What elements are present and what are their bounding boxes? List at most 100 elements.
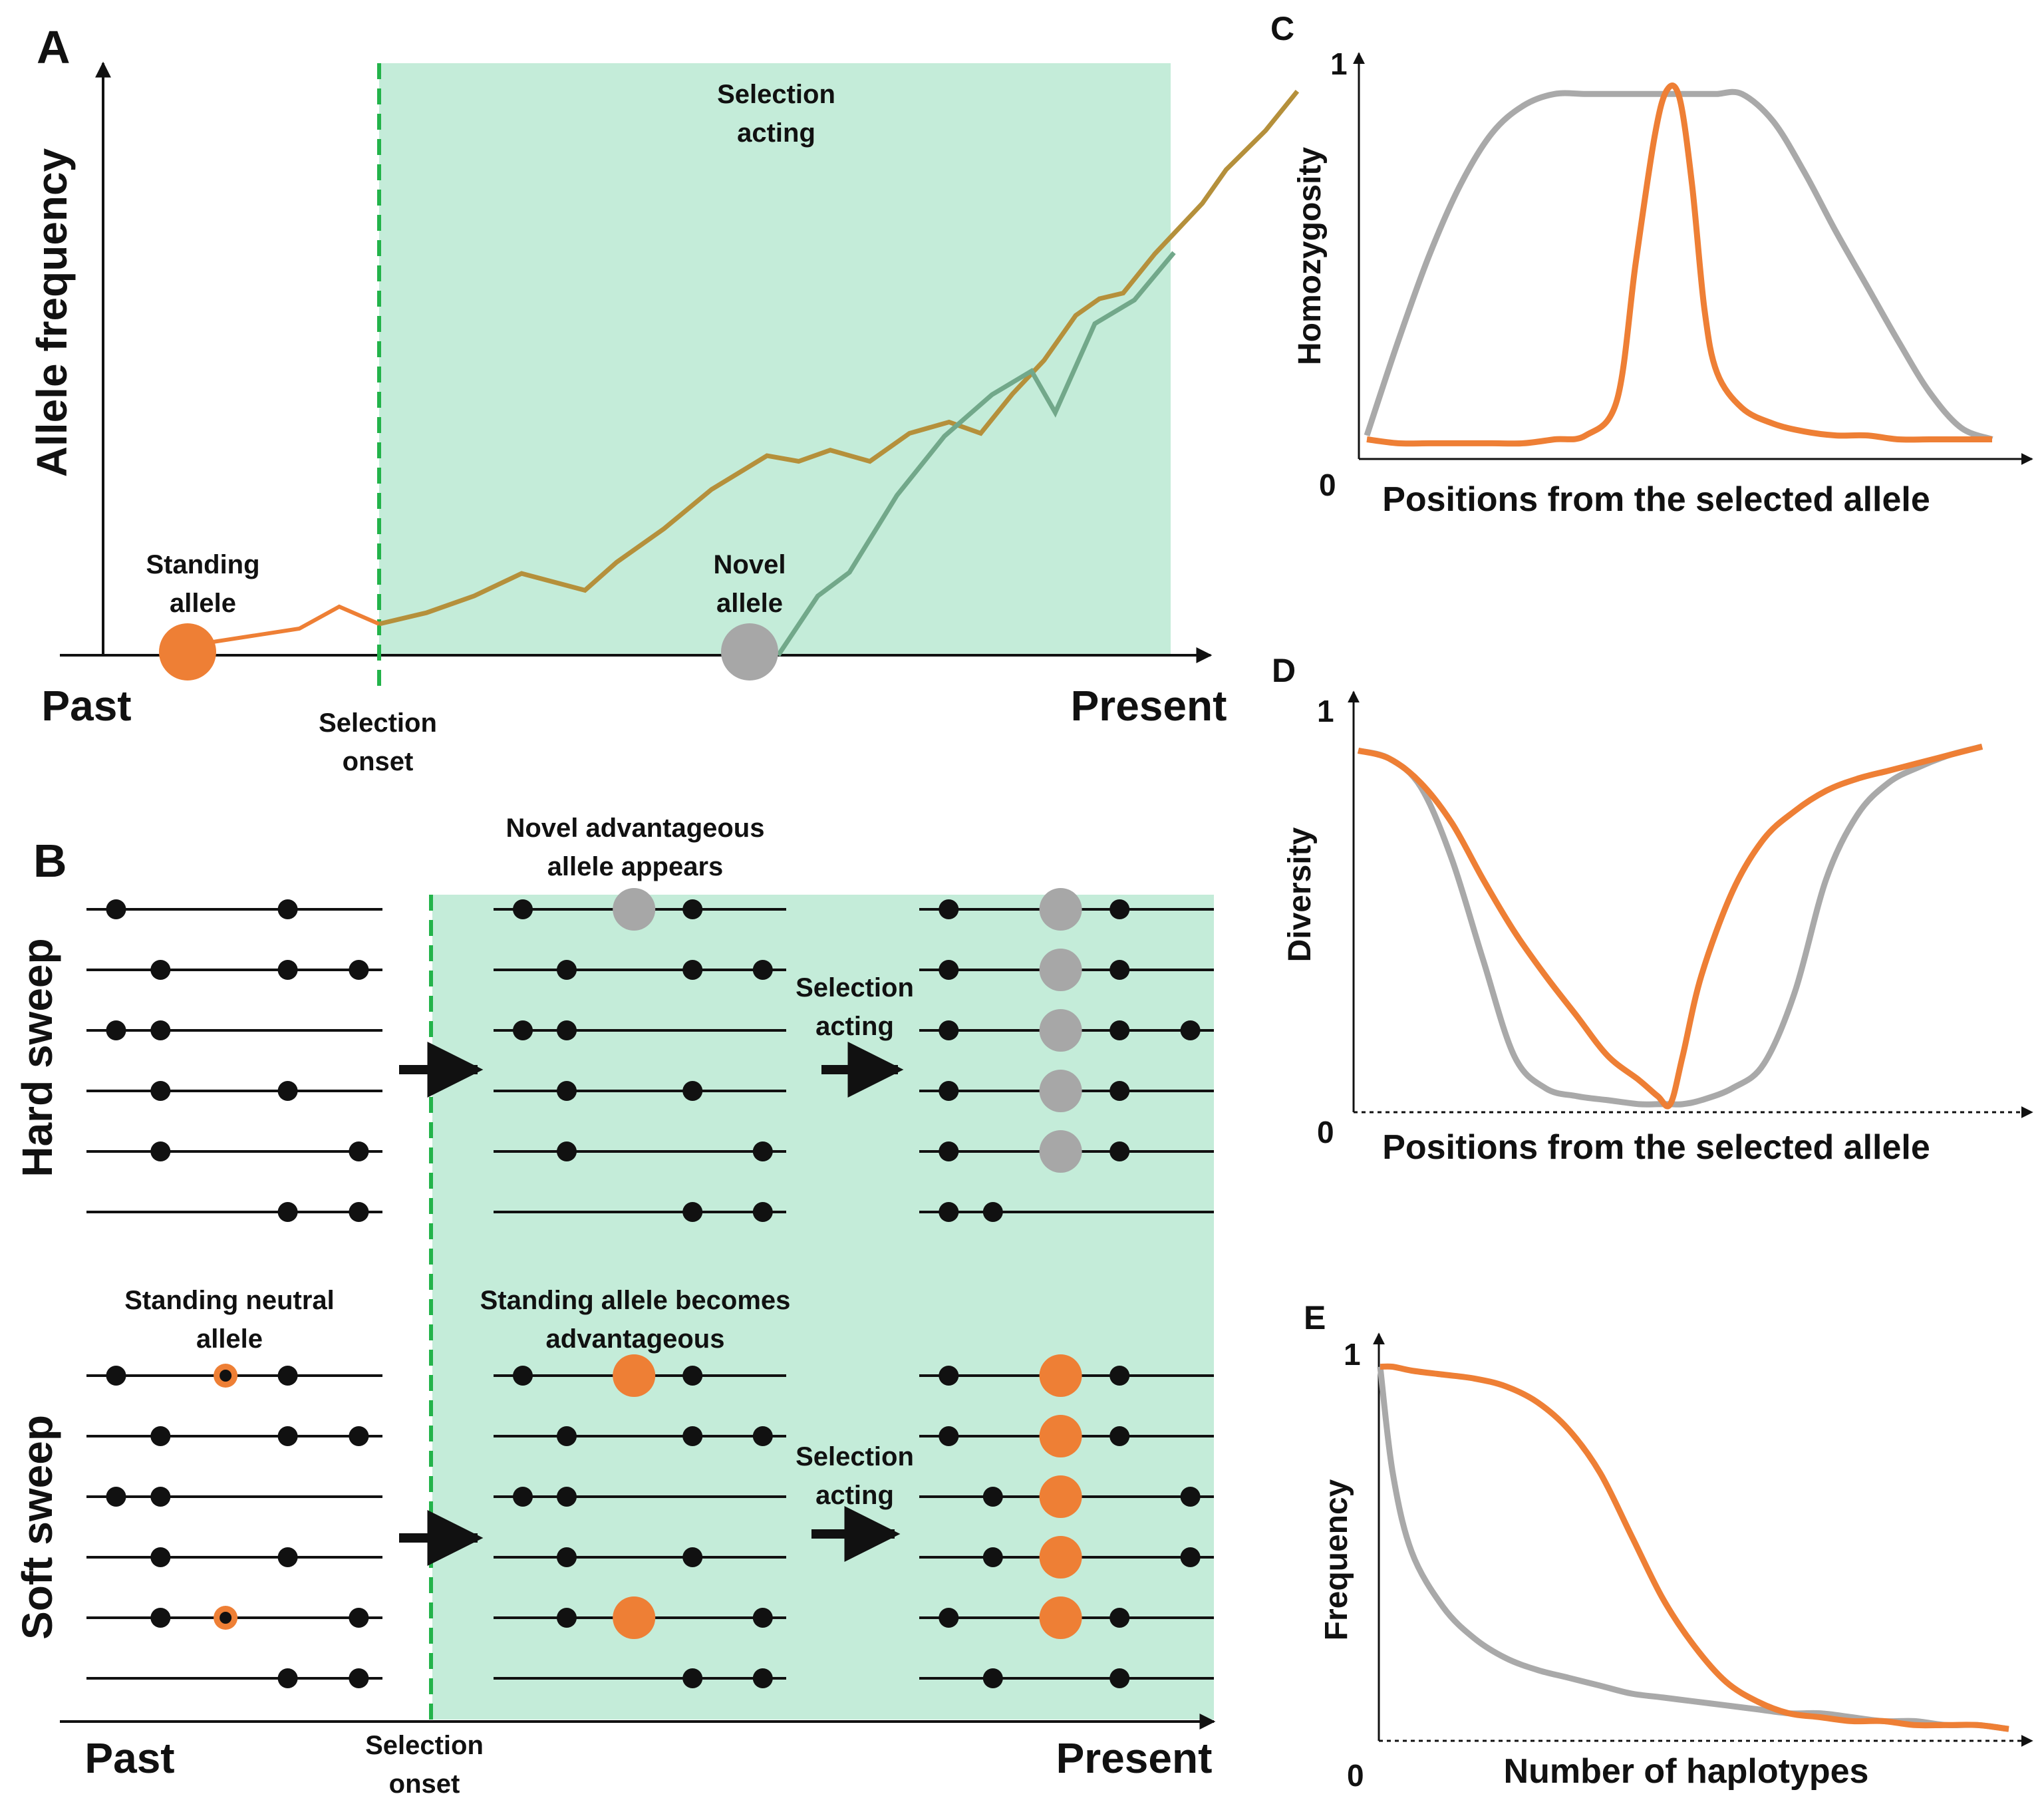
hard-arrow-label-line1: Selection bbox=[796, 973, 914, 1002]
mutation-dot bbox=[277, 1426, 298, 1446]
mutation-dot bbox=[682, 960, 703, 980]
mutation-dot bbox=[557, 1081, 577, 1101]
mutation-dot bbox=[150, 960, 171, 980]
mutation-dot bbox=[939, 899, 959, 919]
mutation-dot bbox=[513, 1487, 533, 1507]
novel-allele-label-line1: Novel bbox=[714, 550, 786, 579]
mutation-dot bbox=[349, 960, 369, 980]
panel-c: C 1 0 Homozygosity Positions from the se… bbox=[1270, 10, 2033, 519]
mutation-dot bbox=[150, 1547, 171, 1567]
mutation-dot bbox=[277, 899, 298, 919]
mutation-dot bbox=[982, 1202, 1003, 1222]
mutation-dot bbox=[752, 1608, 773, 1628]
mutation-dot bbox=[939, 1608, 959, 1628]
mutation-dot bbox=[939, 1366, 959, 1386]
selection-onset-label-b-line1: Selection bbox=[365, 1731, 484, 1760]
mutation-dot bbox=[557, 1487, 577, 1507]
mutation-dot bbox=[150, 1020, 171, 1040]
mutation-dot bbox=[150, 1141, 171, 1161]
standing-allele-label-line2: allele bbox=[170, 589, 236, 618]
soft-top-note-line2: advantageous bbox=[546, 1324, 725, 1354]
panel-d-y-min: 0 bbox=[1317, 1115, 1334, 1149]
hard-sweep-haplotypes-mid bbox=[494, 888, 786, 1222]
homozygosity-curve-gray bbox=[1364, 88, 1993, 442]
mutation-dot bbox=[106, 1487, 126, 1507]
selection-onset-label-b-line2: onset bbox=[389, 1769, 460, 1799]
standing-allele-frequency-trace bbox=[378, 90, 1300, 627]
mutation-dot bbox=[349, 1608, 369, 1628]
advantageous-standing-allele-dot bbox=[613, 1354, 656, 1397]
soft-sweep-label: Soft sweep bbox=[13, 1415, 61, 1640]
frequency-axis-label: Frequency bbox=[1319, 1479, 1354, 1640]
mutation-dot bbox=[752, 1141, 773, 1161]
hard-top-note-line2: allele appears bbox=[547, 852, 724, 881]
soft-arrow-label-line2: acting bbox=[815, 1481, 894, 1510]
hard-sweep-haplotypes-before bbox=[86, 899, 382, 1222]
soft-top-note-line1: Standing allele becomes bbox=[480, 1286, 791, 1315]
mutation-dot bbox=[1109, 1020, 1130, 1040]
mutation-dot bbox=[939, 1141, 959, 1161]
novel-allele-marker bbox=[721, 623, 778, 680]
novel-allele-dot bbox=[1039, 1009, 1082, 1052]
panel-d-letter: D bbox=[1272, 652, 1296, 689]
frequency-curve-gray bbox=[1377, 1366, 2009, 1732]
mutation-dot bbox=[1180, 1020, 1201, 1040]
homozygosity-axis-label: Homozygosity bbox=[1292, 147, 1328, 365]
mutation-dot bbox=[752, 1426, 773, 1446]
soft-sweep-haplotypes-before bbox=[86, 1364, 382, 1688]
mutation-dot bbox=[513, 1366, 533, 1386]
mutation-dot bbox=[982, 1487, 1003, 1507]
mutation-dot bbox=[1180, 1547, 1201, 1567]
mutation-dot bbox=[682, 1426, 703, 1446]
mutation-dot bbox=[513, 899, 533, 919]
selection-acting-region bbox=[379, 63, 1171, 654]
mutation-dot bbox=[349, 1426, 369, 1446]
novel-allele-dot bbox=[613, 888, 656, 931]
advantageous-standing-allele-dot bbox=[1039, 1596, 1082, 1639]
mutation-dot bbox=[557, 1608, 577, 1628]
mutation-dot bbox=[557, 1141, 577, 1161]
mutation-dot bbox=[557, 960, 577, 980]
mutation-dot bbox=[277, 1366, 298, 1386]
novel-allele-frequency-trace bbox=[776, 251, 1176, 657]
mutation-dot bbox=[752, 960, 773, 980]
mutation-dot bbox=[277, 960, 298, 980]
panel-e-y-min: 0 bbox=[1347, 1758, 1364, 1793]
novel-allele-label-line2: allele bbox=[716, 589, 783, 618]
present-label-b: Present bbox=[1056, 1734, 1213, 1782]
mutation-dot bbox=[150, 1426, 171, 1446]
mutation-dot bbox=[349, 1202, 369, 1222]
mutation-dot bbox=[682, 1366, 703, 1386]
mutation-dot bbox=[752, 1202, 773, 1222]
diversity-curve-orange bbox=[1357, 744, 1983, 1110]
selection-onset-label-line2: onset bbox=[343, 747, 414, 776]
panel-e-x-label: Number of haplotypes bbox=[1504, 1752, 1869, 1791]
hard-arrow-label-line2: acting bbox=[815, 1012, 894, 1041]
novel-allele-dot bbox=[1039, 888, 1082, 931]
homozygosity-curve-orange bbox=[1366, 82, 1992, 447]
selection-acting-label-line2: acting bbox=[737, 118, 815, 148]
soft-left-note-line2: allele bbox=[196, 1324, 263, 1354]
mutation-dot bbox=[1109, 1366, 1130, 1386]
panel-a: A Allele frequency Selection acting Stan… bbox=[28, 21, 1300, 776]
mutation-dot bbox=[277, 1668, 298, 1688]
mutation-dot bbox=[752, 1668, 773, 1688]
mutation-dot bbox=[150, 1608, 171, 1628]
mutation-dot bbox=[939, 1426, 959, 1446]
past-label-b: Past bbox=[84, 1734, 174, 1782]
panel-c-y-min: 0 bbox=[1319, 468, 1336, 502]
mutation-dot bbox=[982, 1547, 1003, 1567]
mutation-dot bbox=[682, 899, 703, 919]
mutation-dot bbox=[1109, 1426, 1130, 1446]
mutation-dot bbox=[557, 1426, 577, 1446]
mutation-dot bbox=[150, 1081, 171, 1101]
soft-sweep-haplotypes-after bbox=[919, 1354, 1214, 1688]
mutation-dot bbox=[1180, 1487, 1201, 1507]
novel-allele-dot bbox=[1039, 949, 1082, 991]
mutation-dot bbox=[557, 1020, 577, 1040]
panel-d: D 1 0 Diversity Positions from the selec… bbox=[1272, 652, 2033, 1167]
mutation-dot bbox=[939, 960, 959, 980]
panel-e-y-max: 1 bbox=[1344, 1337, 1361, 1372]
panel-c-x-label: Positions from the selected allele bbox=[1382, 480, 1930, 519]
